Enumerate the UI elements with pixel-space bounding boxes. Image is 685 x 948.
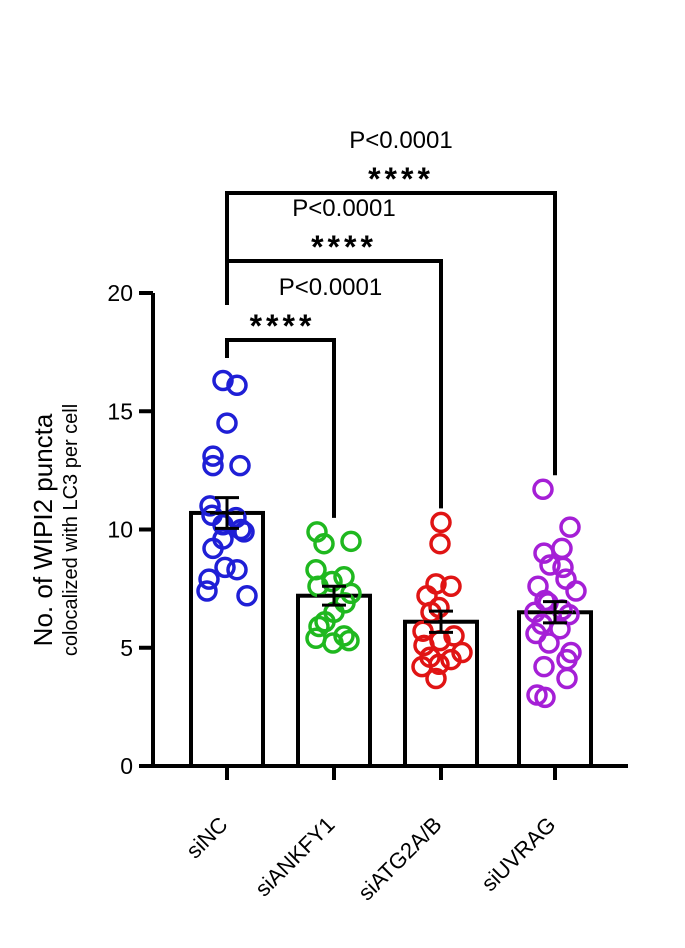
comparison-bracket-0 xyxy=(225,338,336,518)
bar-0 xyxy=(189,510,265,768)
data-point xyxy=(534,686,556,709)
comparisons-layer: P<0.0001****P<0.0001****P<0.0001**** xyxy=(225,127,557,518)
data-point xyxy=(308,615,330,638)
data-point xyxy=(322,632,344,654)
data-point xyxy=(198,568,220,590)
data-point xyxy=(226,374,248,396)
data-point xyxy=(440,648,462,671)
data-point xyxy=(555,568,577,590)
y-tick-label: 20 xyxy=(107,280,133,306)
data-point xyxy=(556,667,578,690)
data-point xyxy=(212,369,234,392)
data-point xyxy=(313,532,335,555)
data-point xyxy=(202,445,224,467)
data-point xyxy=(214,556,236,579)
significance-stars: **** xyxy=(368,161,434,197)
data-point xyxy=(430,511,452,534)
data-point xyxy=(411,655,433,678)
x-tick-label: siANKFY1 xyxy=(250,812,339,901)
data-point xyxy=(236,584,258,607)
y-tick-label: 10 xyxy=(107,517,133,543)
data-point xyxy=(226,558,248,581)
data-point xyxy=(321,570,343,593)
p-value-label: P<0.0001 xyxy=(279,274,382,301)
y-tick-label: 0 xyxy=(120,753,133,779)
data-point xyxy=(216,412,238,434)
data-point xyxy=(429,532,451,555)
data-point xyxy=(532,478,554,501)
y-tick-label: 15 xyxy=(107,398,133,424)
data-point xyxy=(413,634,435,657)
significance-stars: **** xyxy=(311,229,377,265)
data-point xyxy=(340,530,362,553)
x-tick-label: siUVRAG xyxy=(476,812,560,896)
y-axis-label: No. of WIPI2 puncta colocalized with LC3… xyxy=(28,404,82,656)
data-point xyxy=(229,454,251,477)
data-point xyxy=(559,516,581,538)
data-point xyxy=(565,580,587,602)
significance-stars: **** xyxy=(250,308,316,344)
data-point xyxy=(199,495,221,517)
x-tick-label: siATG2A/B xyxy=(353,812,446,905)
data-point xyxy=(233,521,255,543)
y-axis-subtitle: colocalized with LC3 per cell xyxy=(60,404,82,656)
data-point xyxy=(549,618,571,640)
data-point xyxy=(533,542,555,564)
p-value-label: P<0.0001 xyxy=(349,127,452,154)
y-axis-title: No. of WIPI2 puncta xyxy=(28,413,58,646)
y-tick-label: 5 xyxy=(120,635,133,661)
data-point xyxy=(443,625,465,647)
data-point xyxy=(552,556,574,579)
data-point xyxy=(425,667,447,690)
data-point xyxy=(202,454,224,477)
data-point xyxy=(440,575,462,598)
data-point xyxy=(551,537,573,560)
data-point xyxy=(196,580,218,602)
x-tick-label: siNC xyxy=(181,812,232,863)
data-point xyxy=(538,632,560,654)
p-value-label: P<0.0001 xyxy=(292,195,395,222)
data-point xyxy=(539,554,561,576)
error-bars-layer xyxy=(210,496,572,634)
data-point xyxy=(533,655,555,678)
data-point xyxy=(202,537,224,560)
